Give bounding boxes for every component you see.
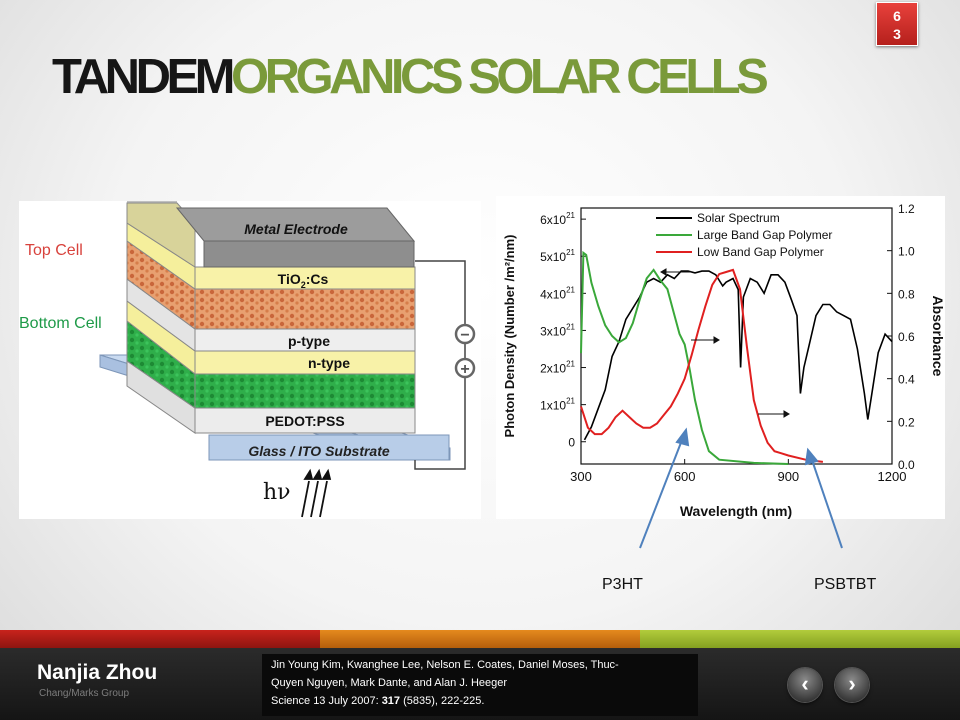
ptype-label: p-type [288, 333, 330, 349]
psbtbt-label: PSBTBT [814, 576, 877, 593]
x-tick-label: 900 [777, 469, 799, 484]
p3ht-arrow-head [675, 427, 690, 447]
bottom-cell-label: Bottom Cell [19, 315, 102, 332]
x-axis-label: Wavelength (nm) [680, 503, 792, 519]
reference-line2: Quyen Nguyen, Mark Dante, and Alan J. He… [271, 677, 508, 689]
series-line-1 [580, 250, 789, 465]
hv-label: hν [263, 480, 291, 505]
footer-stripe-orange [320, 630, 640, 648]
y2-tick-label: 1.2 [898, 202, 915, 216]
pedot-layer [194, 407, 416, 434]
slide-number-line2: 3 [893, 26, 901, 42]
minus-sign: − [460, 327, 469, 344]
plus-sign: + [460, 361, 469, 378]
y2-tick-label: 0.2 [898, 415, 915, 429]
chevron-right-icon[interactable]: › [835, 668, 869, 702]
spectrum-chart-svg: Photon Density (Number /m²/nm) Absorbanc… [502, 202, 946, 519]
plus-terminal [454, 357, 476, 379]
reference-line3-a: Science 13 July 2007: [271, 695, 382, 707]
chevron-left-icon[interactable]: ‹ [788, 668, 822, 702]
group-name: Chang/Marks Group [39, 688, 130, 699]
metal-front [203, 240, 415, 268]
x-tick-label: 300 [570, 469, 592, 484]
reference-line3-c: (5835), 222-225. [400, 695, 485, 707]
metal-label: Metal Electrode [244, 221, 348, 237]
y-axis-label: Photon Density (Number /m²/nm) [502, 235, 517, 438]
footer-stripe-green [640, 630, 960, 648]
light-arrows [301, 468, 332, 518]
title-part1: TANDEM [52, 50, 235, 104]
series-line-2 [580, 268, 824, 463]
pedot-label: PEDOT:PSS [265, 413, 344, 429]
glass-substrate-front [208, 434, 450, 461]
psbtbt-arrow-head [804, 447, 819, 466]
y2-tick-label: 0.6 [898, 330, 915, 344]
p3ht-label: P3HT [602, 576, 643, 593]
y2-axis-label: Absorbance [930, 296, 945, 377]
y2-tick-label: 0.4 [898, 373, 915, 387]
ntype-label: n-type [308, 355, 350, 371]
spectrum-chart: Photon Density (Number /m²/nm) Absorbanc… [496, 196, 946, 519]
tandem-cell-diagram: Glass / ITO Substrate PEDOT:PSS n-type p… [19, 201, 481, 519]
page-title: TANDEMORGANICS SOLAR CELLS [52, 48, 769, 106]
reference-volume: 317 [381, 695, 401, 707]
legend-entry-0: Solar Spectrum [697, 211, 780, 225]
top-active-layer [194, 288, 416, 330]
minus-terminal [454, 323, 476, 345]
author-name: Nanjia Zhou [37, 661, 158, 684]
reference-box [262, 654, 698, 716]
x-tick-label: 1200 [878, 469, 907, 484]
top-back-side [126, 202, 196, 268]
p3ht-arrow [639, 439, 683, 549]
slide-number-badge: 6 3 [876, 2, 918, 46]
glass-label: Glass / ITO Substrate [248, 443, 390, 459]
y2-tick-label: 0.8 [898, 287, 915, 301]
psbtbt-arrow [811, 459, 843, 549]
legend-entry-1: Large Band Gap Polymer [697, 228, 832, 242]
x-tick-label: 600 [674, 469, 696, 484]
legend-entry-2: Low Band Gap Polymer [697, 245, 824, 259]
title-part2: ORGANICS SOLAR CELLS [230, 50, 769, 104]
tandem-cell-svg: Glass / ITO Substrate PEDOT:PSS n-type p… [19, 201, 476, 518]
top-cell-label: Top Cell [25, 242, 83, 259]
y2-tick-label: 0.0 [898, 458, 915, 472]
tio2-label: TiO2:Cs [278, 271, 329, 290]
y2-tick-label: 1.0 [898, 245, 915, 259]
chart-arrows [660, 268, 790, 418]
slide-number-line1: 6 [893, 8, 901, 24]
reference-line1: Jin Young Kim, Kwanghee Lee, Nelson E. C… [271, 659, 619, 671]
y-tick-label: 0 [568, 436, 575, 450]
reference-line3: Science 13 July 2007: 317 (5835), 222-22… [271, 695, 484, 707]
circuit-wire [414, 260, 466, 470]
